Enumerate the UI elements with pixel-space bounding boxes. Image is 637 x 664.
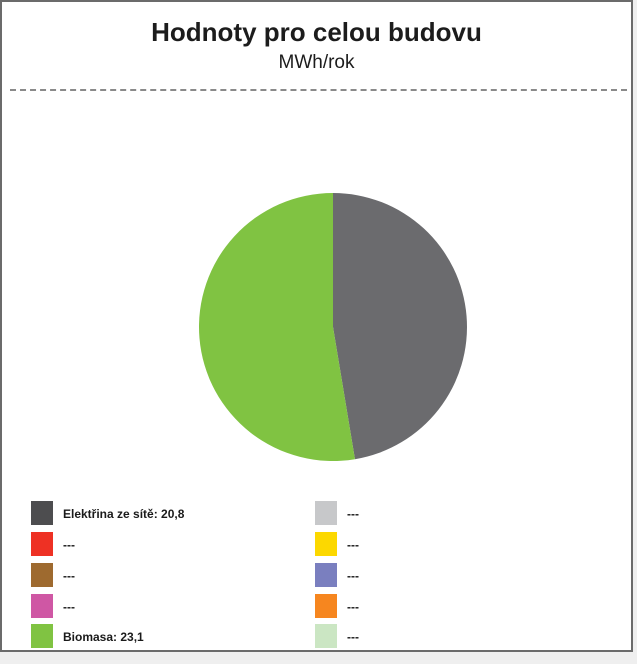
legend-label: --- bbox=[347, 569, 359, 583]
legend-swatch bbox=[31, 624, 53, 648]
legend-label: --- bbox=[63, 569, 75, 583]
legend-label: --- bbox=[63, 600, 75, 614]
dashed-divider bbox=[10, 89, 627, 91]
legend-swatch bbox=[31, 563, 53, 587]
legend-label: --- bbox=[63, 538, 75, 552]
pie-slice-1 bbox=[333, 193, 467, 460]
legend-label: Biomasa: 23,1 bbox=[63, 630, 144, 644]
legend-swatch bbox=[315, 563, 337, 587]
legend-label: Elektřina ze sítě: 20,8 bbox=[63, 507, 185, 521]
legend-swatch bbox=[31, 532, 53, 556]
legend-label: --- bbox=[347, 630, 359, 644]
legend-label: --- bbox=[347, 600, 359, 614]
chart-title: Hodnoty pro celou budovu bbox=[151, 17, 482, 47]
legend-swatch bbox=[315, 594, 337, 618]
chart-card: Hodnoty pro celou budovu MWh/rok Elektři… bbox=[0, 0, 633, 652]
pie-chart bbox=[198, 193, 467, 461]
legend-swatch bbox=[31, 594, 53, 618]
chart-subtitle: MWh/rok bbox=[278, 52, 355, 73]
legend-swatch bbox=[315, 501, 337, 525]
legend-swatch bbox=[315, 624, 337, 648]
legend-swatch bbox=[315, 532, 337, 556]
legend-swatch bbox=[31, 501, 53, 525]
legend-label: --- bbox=[347, 507, 359, 521]
legend-label: --- bbox=[347, 538, 359, 552]
pie-slice-2 bbox=[198, 193, 355, 461]
